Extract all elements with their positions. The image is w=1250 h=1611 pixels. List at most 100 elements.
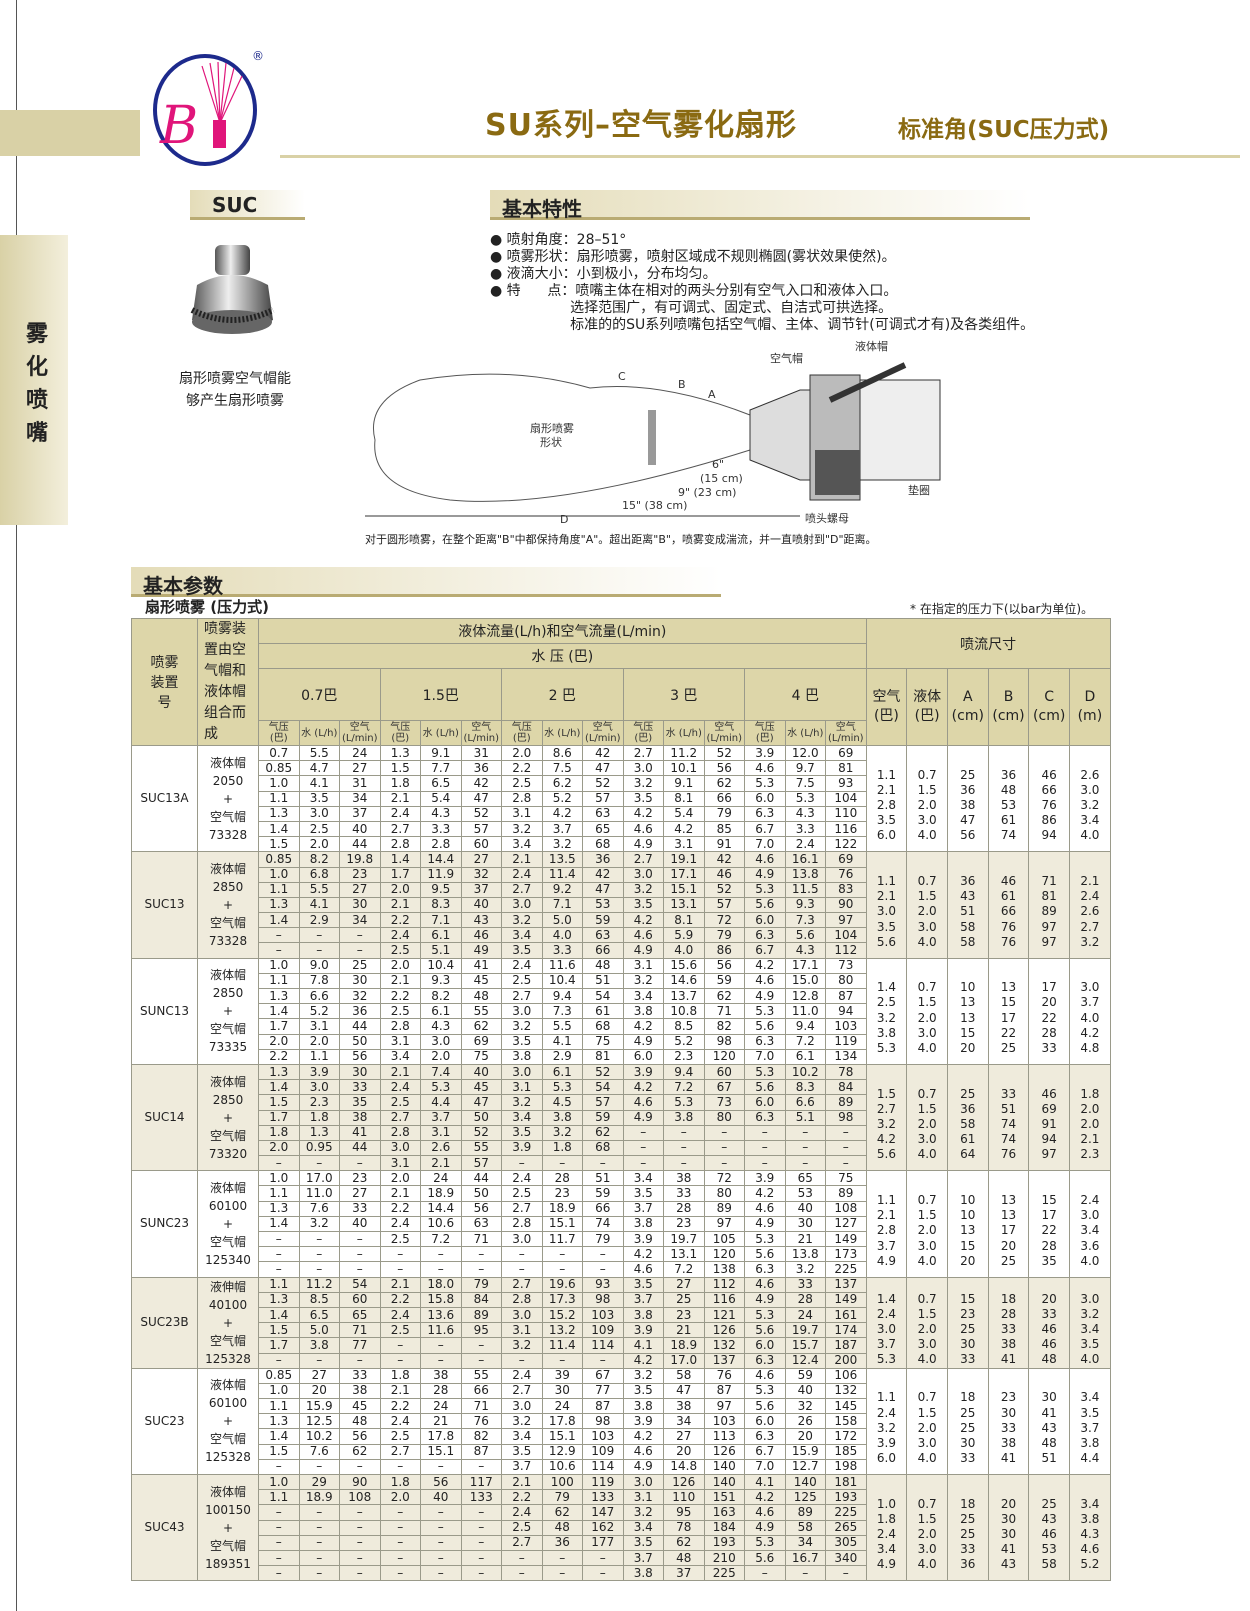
flow-cell: 3.4: [622, 987, 664, 1005]
dimension-value: 97: [1041, 934, 1057, 949]
flow-cell: 55: [460, 1139, 502, 1157]
flow-cell: 57: [582, 790, 624, 807]
flow-cell: 3.0: [501, 1063, 543, 1081]
flow-cell: 85: [703, 820, 745, 838]
table-row: 1.4 3.2 40 2.4 10.6 63 2.8 15.1 74 3.8 23 97 4.9 30 12…: [132, 1215, 1111, 1233]
dimension-value: 43: [1041, 1511, 1057, 1526]
dimension-cell: 0.7 1.5 2.0 3.0 4.0: [906, 1367, 948, 1476]
flow-cell: 4.6: [622, 927, 664, 944]
flow-cell: 1.8: [258, 1124, 300, 1141]
flow-cell: 3.8: [298, 1337, 340, 1354]
dimension-value: 76: [1041, 798, 1057, 813]
flow-cell: 4.9: [744, 987, 786, 1005]
flow-cell: 2.4: [379, 1306, 421, 1324]
flow-cell: 3.5: [622, 1185, 664, 1202]
flow-cell: 2.2: [379, 1291, 421, 1308]
flow-cell: –: [420, 1565, 462, 1582]
flow-cell: 65: [339, 1306, 381, 1324]
flow-cell: 13.6: [420, 1306, 462, 1324]
dimension-value: 1.1: [876, 767, 896, 782]
flow-cell: 82: [703, 1018, 745, 1035]
dimension-value: 2.0: [917, 1322, 937, 1337]
flow-cell: 5.6: [744, 1246, 786, 1263]
dimension-cell: 0.7 1.5 2.0 3.0 4.0: [906, 1170, 948, 1278]
flow-cell: –: [460, 1565, 502, 1582]
flow-cell: 2.3: [663, 1048, 705, 1065]
header-dim: 空气 (巴): [865, 668, 908, 746]
flow-cell: 149: [825, 1230, 867, 1248]
flow-cell: 5.3: [744, 1063, 786, 1081]
flow-cell: 1.1: [258, 1398, 300, 1415]
combo-line: 189351: [205, 1556, 251, 1571]
flow-cell: 38: [339, 1109, 381, 1126]
flow-cell: 1.8: [379, 1367, 421, 1384]
flow-cell: 4.6: [744, 1276, 786, 1293]
flow-cell: 4.2: [744, 957, 786, 974]
header-sub: 气压 (巴): [622, 720, 664, 746]
table-row: – – – – – –2.4 62 147 3.2 95 163 4.6 89 225: [132, 1504, 1111, 1521]
dimension-cell: 23 30 33 38 41: [987, 1367, 1030, 1476]
flow-cell: 3.0: [501, 1398, 543, 1415]
flow-cell: 225: [703, 1565, 745, 1582]
flow-cell: –: [784, 1155, 826, 1172]
flow-cell: 4.9: [622, 1458, 664, 1476]
flow-cell: 68: [582, 1139, 624, 1157]
dimension-cell: 2.6 3.0 3.2 3.4 4.0: [1069, 744, 1111, 853]
dimension-value: 2.0: [1080, 1116, 1100, 1131]
flow-cell: 1.3: [258, 805, 300, 822]
feature-item: 标准的的SU系列喷嘴包括空气帽、主体、调节针(可调式才有)及各类组件。: [490, 317, 1035, 333]
flow-cell: 177: [582, 1534, 624, 1551]
flow-cell: 43: [460, 912, 502, 929]
flow-cell: 12.8: [784, 987, 826, 1005]
flow-cell: 2.7: [501, 1276, 543, 1293]
header-sub: 气压 (巴): [744, 720, 786, 746]
combo-line: 2050: [212, 773, 244, 788]
flow-cell: –: [339, 1519, 381, 1536]
header-dim: 液体 (巴): [906, 668, 948, 746]
flow-cell: 66: [582, 1200, 624, 1217]
table-row: SUNC13 液体帽 2850 + 空气帽 73335 1.0 9.0 25 2.0 10.4 41 2…: [131, 957, 1111, 1065]
flow-cell: 98: [825, 1109, 867, 1126]
flow-cell: 0.85: [258, 760, 300, 777]
flow-cell: 93: [825, 775, 867, 792]
flow-cell: 62: [339, 1443, 381, 1460]
flow-cell: –: [339, 1155, 381, 1172]
flow-cell: 75: [582, 1033, 624, 1050]
flow-cell: –: [379, 1565, 421, 1582]
product-tag: SUC: [190, 190, 305, 220]
flow-cell: 47: [460, 790, 502, 807]
flow-cell: 265: [825, 1519, 867, 1536]
dimension-value: 2.4: [876, 1527, 896, 1542]
flow-cell: 32: [339, 987, 381, 1005]
flow-cell: –: [339, 1352, 381, 1369]
dimension-value: 2.8: [876, 1223, 896, 1238]
flow-cell: 6.0: [744, 790, 786, 807]
dimension-value: 1.4: [876, 980, 896, 995]
dimension-value: 4.0: [1080, 1010, 1100, 1025]
dimension-value: 38: [1000, 1337, 1017, 1352]
flow-cell: 3.9: [622, 1230, 664, 1248]
flow-cell: 47: [582, 881, 624, 898]
dimension-value: 0.7: [917, 1496, 937, 1511]
svg-text:®: ®: [252, 49, 264, 63]
flow-cell: –: [379, 1337, 421, 1354]
dimension-value: 3.0: [1080, 1291, 1100, 1306]
flow-cell: 34: [663, 1413, 705, 1430]
dimension-value: 17: [1041, 980, 1057, 995]
dimension-value: 3.0: [917, 1238, 937, 1253]
flow-cell: 7.0: [744, 836, 786, 853]
dimension-value: 76: [1000, 934, 1017, 949]
flow-cell: –: [501, 1155, 543, 1172]
flow-cell: 4.2: [622, 1079, 664, 1096]
flow-cell: 2.1: [501, 1473, 543, 1491]
flow-cell: 87: [582, 1398, 624, 1415]
flow-cell: 89: [460, 1306, 502, 1324]
dimension-value: 5.6: [876, 934, 896, 949]
flow-cell: 97: [703, 1215, 745, 1233]
dimension-value: 51: [960, 904, 976, 919]
flow-cell: –: [703, 1139, 745, 1157]
dimension-cell: 33 51 74 74 76: [987, 1063, 1030, 1172]
flow-cell: 10.1: [663, 760, 705, 777]
flow-cell: 87: [703, 1382, 745, 1400]
flow-cell: 2.8: [501, 790, 543, 807]
